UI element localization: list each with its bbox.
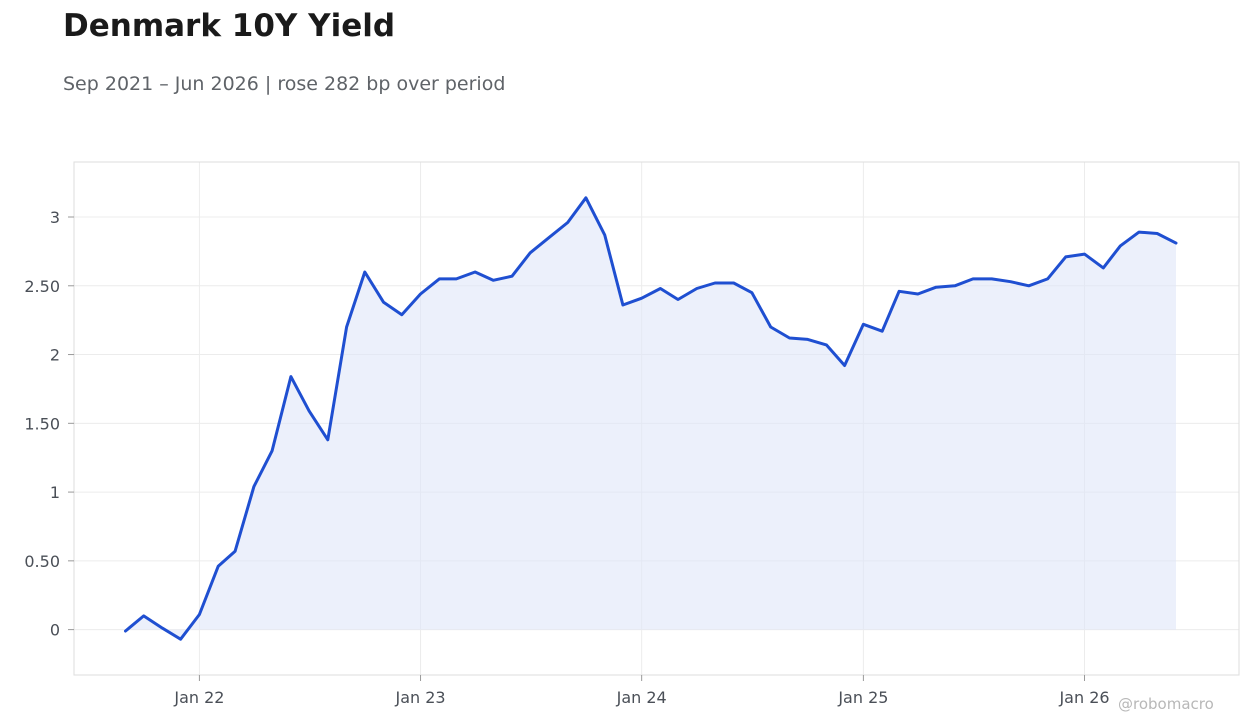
y-tick-label: 0	[50, 621, 60, 640]
data-point	[1082, 252, 1087, 257]
x-tick-label: Jan 24	[616, 688, 667, 707]
data-point	[824, 342, 829, 347]
data-point	[197, 612, 202, 617]
data-point	[491, 278, 496, 283]
data-point	[547, 235, 552, 240]
x-tick-label: Jan 22	[173, 688, 224, 707]
data-point	[1026, 283, 1031, 288]
data-point	[749, 290, 754, 295]
data-point	[639, 296, 644, 301]
data-point	[251, 484, 256, 489]
data-point	[473, 270, 478, 275]
data-point	[528, 250, 533, 255]
data-point	[399, 312, 404, 317]
data-point	[565, 220, 570, 225]
data-point	[731, 281, 736, 286]
plot-frame	[73, 161, 1240, 676]
data-point	[805, 337, 810, 342]
y-tick-label: 1.50	[24, 414, 60, 433]
data-point	[842, 363, 847, 368]
data-point	[216, 564, 221, 569]
data-point	[1045, 276, 1050, 281]
axis-ticks: 0 0.50 1 1.50 2 2.50 3 Jan 22 Jan 23 Jan 24 Jan 25…	[24, 208, 1109, 707]
y-tick-label: 0.50	[24, 552, 60, 571]
data-point	[270, 448, 275, 453]
data-point	[989, 276, 994, 281]
data-point	[141, 613, 146, 618]
x-tick-label: Jan 23	[394, 688, 445, 707]
area-fill	[125, 197, 1176, 640]
data-point	[768, 325, 773, 330]
data-point	[418, 292, 423, 297]
data-point	[934, 285, 939, 290]
data-point	[713, 281, 718, 286]
chart-subtitle: Sep 2021 – Jun 2026 | rose 282 bp over p…	[63, 73, 506, 95]
data-point	[233, 549, 238, 554]
y-tick-label: 2	[50, 346, 60, 365]
data-point	[676, 297, 681, 302]
data-point	[178, 637, 183, 642]
data-point	[160, 626, 165, 631]
data-point	[344, 325, 349, 330]
data-point	[454, 276, 459, 281]
data-point	[1137, 230, 1142, 235]
data-point	[1174, 241, 1179, 246]
data-point	[787, 336, 792, 341]
x-tick-label: Jan 26	[1058, 688, 1109, 707]
data-point	[1101, 265, 1106, 270]
data-point	[583, 195, 588, 200]
watermark: @robomacro	[1118, 695, 1214, 713]
data-point	[915, 292, 920, 297]
data-point	[381, 300, 386, 305]
data-point	[307, 408, 312, 413]
y-tick-label: 3	[50, 208, 60, 227]
chart-title: Denmark 10Y Yield	[63, 8, 396, 44]
data-point	[510, 274, 515, 279]
data-point	[123, 629, 128, 634]
data-point	[437, 276, 442, 281]
yield-line	[124, 196, 1178, 641]
data-point	[1008, 279, 1013, 284]
data-point	[620, 303, 625, 308]
data-point	[952, 283, 957, 288]
data-point	[362, 270, 367, 275]
data-point	[602, 232, 607, 237]
data-point	[880, 329, 885, 334]
data-point	[1118, 243, 1123, 248]
data-point	[658, 286, 663, 291]
x-tick-label: Jan 25	[837, 688, 888, 707]
data-point	[861, 322, 866, 327]
data-point	[288, 374, 293, 379]
data-point	[325, 437, 330, 442]
data-point	[1155, 231, 1160, 236]
data-point	[971, 276, 976, 281]
data-point	[1063, 254, 1068, 259]
data-point	[694, 286, 699, 291]
data-point	[897, 289, 902, 294]
y-tick-label: 2.50	[24, 277, 60, 296]
y-tick-label: 1	[50, 483, 60, 502]
